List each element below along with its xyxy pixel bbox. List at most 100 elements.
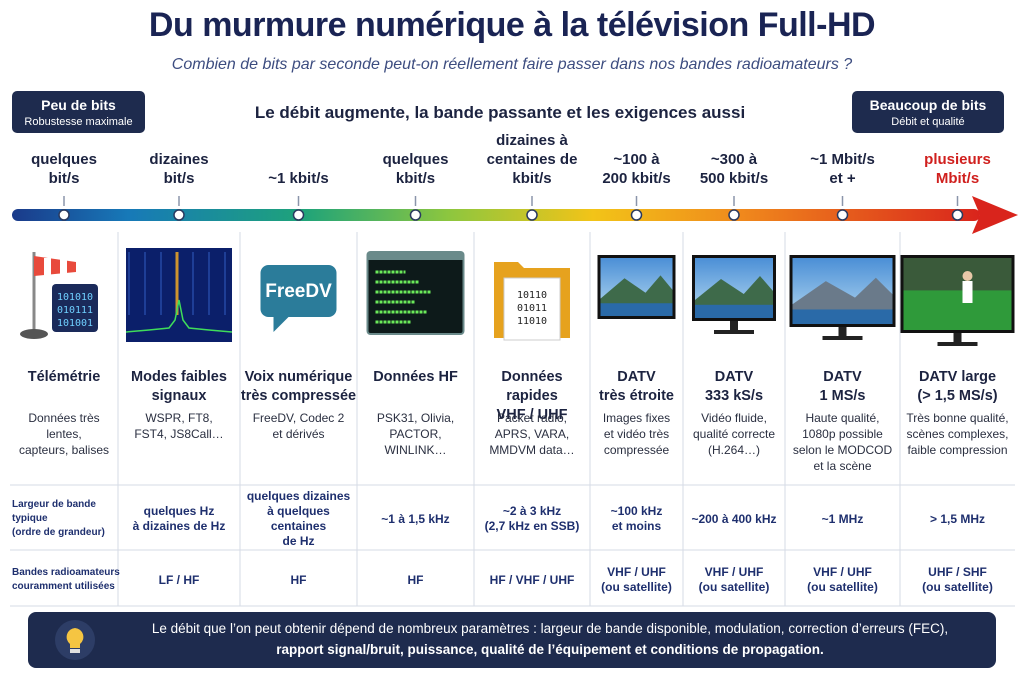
column-description-line: PSK31, Olivia, [376,411,455,425]
player [962,271,973,281]
row-label: Largeur de bande typique (ordre de grande… [12,490,122,548]
rate-dot [728,209,740,221]
column-description-line: Données très lentes, [28,411,100,441]
column-description-line: (H.264…) [707,443,760,457]
column-name-line: très compressée [240,388,357,404]
bandwidth-line: ~100 kHz [610,504,663,518]
bandwidth-line: ~1 MHz [821,511,864,526]
stand [838,327,847,337]
bands-line: (ou satellite) [601,580,672,594]
rate-label-line: et + [829,170,856,187]
bandwidth-line: ~2 à 3 kHz [502,504,562,518]
bandwidth-line: ~1 à 1,5 kHz [381,511,450,526]
rate-dot [58,209,70,221]
player-body [962,281,973,303]
icon [125,248,233,342]
column-description-line: selon le MODCOD [792,443,893,457]
binary-line: 10110 [517,290,547,301]
column-name: Voix numérique très compressée [240,368,357,406]
stand [953,333,962,343]
column-name: DATV très étroite [590,368,683,406]
column-description-line: et la scène [813,459,872,473]
column-name-line: Voix numérique [244,369,353,385]
column-description: Très bonne qualité, scènes complexes, faib… [900,410,1015,458]
rate-label-line: Mbit/s [935,170,980,187]
spectrum [125,299,233,333]
column-name-line: Données HF [373,369,458,385]
column-name: DATV large (> 1,5 MS/s) [900,368,1015,406]
bands-line: (ou satellite) [807,580,878,594]
rate-label: ~1 kbit/s [240,132,357,188]
column-description: FreeDV, Codec 2 et dérivés [240,410,357,442]
column-description-line: MMDVM data… [489,443,575,457]
column-description-line: et vidéo très [603,427,670,441]
rate-dot [630,209,643,221]
screen [52,284,98,332]
column-description-line: Très bonne qualité, [906,411,1009,425]
freedv-logo: FreeDV [265,281,332,302]
subtitle: Combien de bits par seconde peut-on réel… [171,56,853,73]
column-name-line: DATV [714,369,754,385]
column-name-line: DATV large [918,369,997,385]
column-name-line: 333 kS/s [704,388,764,404]
bands: HF [357,556,474,604]
rate-label: ~1 Mbit/s et + [785,132,900,188]
binary-line: 101010 [57,292,93,303]
column-description-line: compressée [603,443,670,457]
column-description-line: capteurs, balises [18,443,110,457]
rate-label-line: centaines de [486,151,578,168]
footer-box [28,612,996,668]
waterfall [126,248,232,342]
bands: LF / HF [118,556,240,604]
bands-line: (ou satellite) [922,580,993,594]
bubble-tail [273,315,291,332]
rate-dot [409,209,422,221]
rate-dot [292,209,305,221]
windsock-stripe [60,258,67,275]
paper [503,277,561,341]
bandwidth: ~100 kHz et moins [590,490,683,548]
binary-line: 11010 [517,316,547,327]
footer-line: Le débit que l’on peut obtenir dépend de… [151,621,949,636]
bands: UHF / SHF (ou satellite) [900,556,1015,604]
column-description-line: et dérivés [272,427,325,441]
pole-base [20,329,48,339]
column-name-line: (> 1,5 MS/s) [917,388,998,404]
column-name: Modes faibles signaux [118,368,240,406]
rate-label: quelques kbit/s [357,132,474,188]
column-description: Haute qualité, 1080p possible selon le MOD… [785,410,900,474]
bandwidth-line: de Hz [282,534,315,548]
column-description-line: FreeDV, Codec 2 [252,411,345,425]
column-name: DATV 1 MS/s [785,368,900,406]
column-name-line: Télémétrie [27,369,101,385]
rate-label-line: ~1 kbit/s [268,170,329,187]
column-name: Données HF [357,368,474,387]
bands-line: VHF / UHF [607,565,666,579]
rate-label-line: kbit/s [512,170,552,187]
bandwidth-line: à dizaines de Hz [132,519,226,533]
rate-label: ~100 à 200 kbit/s [590,132,683,188]
rate-dot [173,209,185,221]
bandwidth: quelques dizaines à quelques centaines de … [240,489,357,548]
column-description-line: FST4, JS8Call… [134,427,224,441]
column-name-line: signaux [151,388,207,404]
icon [900,255,1015,346]
bandwidth-line: quelques dizaines [246,489,351,503]
icon: 101010 010111 101001 [20,252,98,339]
column-description: Packet radio, APRS, VARA, MMDVM data… [474,410,590,458]
binary-line: 010111 [57,305,93,316]
bandwidth: ~1 à 1,5 kHz [357,490,474,548]
bands-line: HF [290,572,307,587]
rate-label-line: dizaines [149,151,209,168]
column-name-line: DATV [823,369,862,385]
icon [789,255,896,340]
bands-line: LF / HF [158,572,200,587]
column-description: Données très lentes, capteurs, balises [10,410,118,458]
binary-line: 101001 [57,318,93,329]
rate-label-line: dizaines à [496,132,568,149]
rate-label-line: ~100 à [613,151,660,168]
bandwidth-line: quelques Hz [143,504,215,518]
rate-label-line: 500 kbit/s [699,170,769,187]
column-name-line: Données rapides [501,369,563,404]
